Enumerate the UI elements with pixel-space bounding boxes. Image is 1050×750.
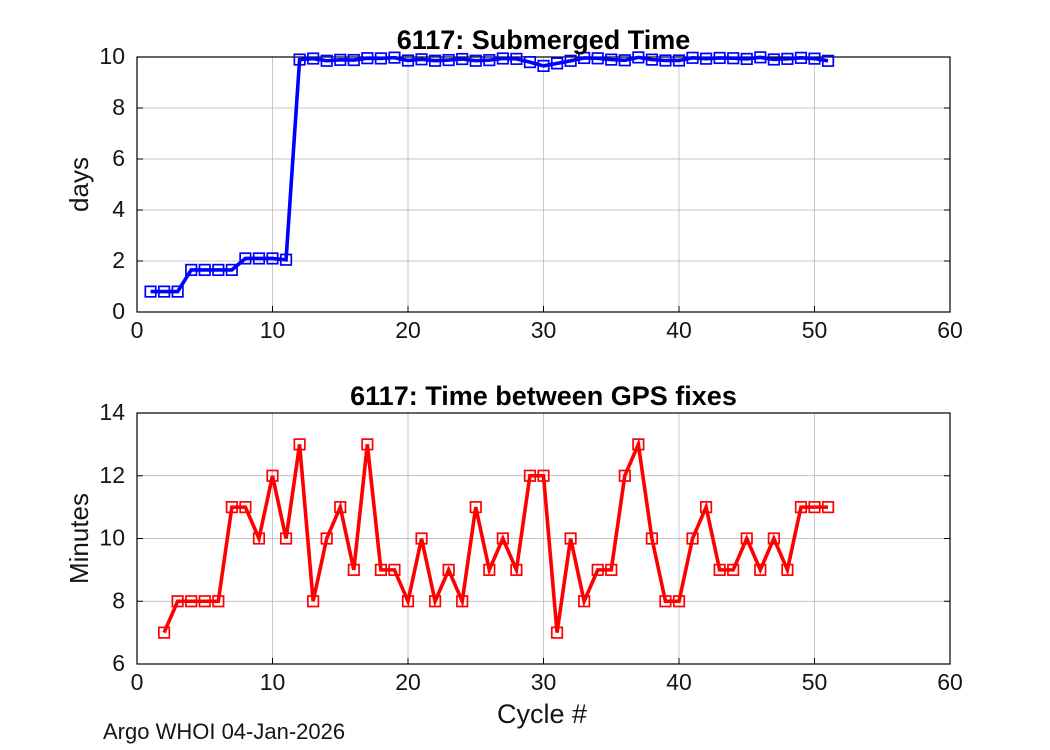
svg-text:10: 10 [260,669,286,695]
svg-text:8: 8 [112,587,125,613]
svg-text:30: 30 [531,317,557,343]
svg-text:40: 40 [666,317,692,343]
svg-text:4: 4 [112,196,125,222]
svg-text:2: 2 [112,247,125,273]
svg-text:20: 20 [395,669,421,695]
svg-text:0: 0 [131,317,144,343]
svg-text:0: 0 [131,669,144,695]
svg-text:days: days [64,157,94,212]
svg-text:6117: Time between GPS fixes: 6117: Time between GPS fixes [350,381,737,411]
svg-text:6: 6 [112,650,125,676]
svg-text:60: 60 [937,669,963,695]
svg-text:30: 30 [531,669,557,695]
svg-text:Cycle #: Cycle # [497,699,587,729]
svg-text:10: 10 [99,525,125,551]
svg-text:10: 10 [99,43,125,69]
svg-text:0: 0 [112,298,125,324]
svg-text:20: 20 [395,317,421,343]
svg-text:12: 12 [99,462,125,488]
svg-text:50: 50 [802,317,828,343]
svg-text:6117: Submerged Time: 6117: Submerged Time [397,25,691,55]
svg-text:50: 50 [802,669,828,695]
svg-text:14: 14 [99,399,125,425]
svg-text:6: 6 [112,145,125,171]
svg-text:8: 8 [112,94,125,120]
svg-text:Argo WHOI 04-Jan-2026: Argo WHOI 04-Jan-2026 [103,719,345,744]
svg-text:Minutes: Minutes [64,493,94,584]
svg-text:40: 40 [666,669,692,695]
svg-text:10: 10 [260,317,286,343]
svg-text:60: 60 [937,317,963,343]
